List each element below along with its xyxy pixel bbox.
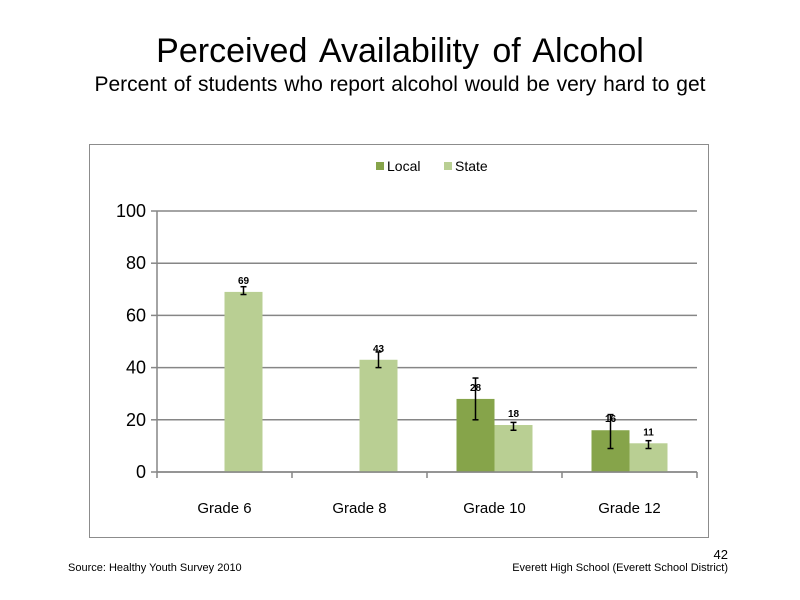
page-number: 42 bbox=[713, 547, 728, 562]
data-label: 18 bbox=[508, 409, 520, 420]
bar-state bbox=[224, 291, 263, 472]
bar-state bbox=[359, 359, 398, 472]
slide-title: Perceived Availability of Alcohol bbox=[156, 32, 644, 70]
data-label: 69 bbox=[238, 276, 250, 287]
x-tick-label: Grade 10 bbox=[463, 500, 526, 517]
bar-chart: 0 20 40 60 80 100 Grade 6 69 Grade 8 43 Grade 10 28… bbox=[116, 158, 698, 517]
data-label: 11 bbox=[643, 427, 654, 438]
y-tick-label: 0 bbox=[136, 462, 146, 482]
legend-label-state: State bbox=[455, 158, 488, 174]
y-tick-label: 60 bbox=[126, 305, 146, 325]
y-tick-label: 20 bbox=[126, 410, 146, 430]
y-tick-label: 80 bbox=[126, 253, 146, 273]
data-label: 16 bbox=[605, 414, 617, 425]
source-note: Source: Healthy Youth Survey 2010 bbox=[68, 562, 242, 574]
legend-swatch-local bbox=[376, 162, 384, 170]
legend-label-local: Local bbox=[387, 158, 420, 174]
y-tick-label: 100 bbox=[116, 201, 146, 221]
legend-swatch-state bbox=[444, 162, 452, 170]
x-tick-label: Grade 12 bbox=[598, 500, 661, 517]
data-label: 43 bbox=[373, 344, 385, 355]
bar-state bbox=[494, 425, 533, 472]
chart-frame: 0 20 40 60 80 100 Grade 6 69 Grade 8 43 Grade 10 28… bbox=[89, 144, 709, 538]
slide-subtitle: Percent of students who report alcohol w… bbox=[94, 73, 706, 96]
school-name: Everett High School (Everett School Dist… bbox=[512, 562, 728, 574]
y-tick-label: 40 bbox=[126, 358, 146, 378]
x-tick-label: Grade 6 bbox=[197, 500, 251, 517]
data-label: 28 bbox=[470, 383, 482, 394]
x-tick-label: Grade 8 bbox=[332, 500, 386, 517]
